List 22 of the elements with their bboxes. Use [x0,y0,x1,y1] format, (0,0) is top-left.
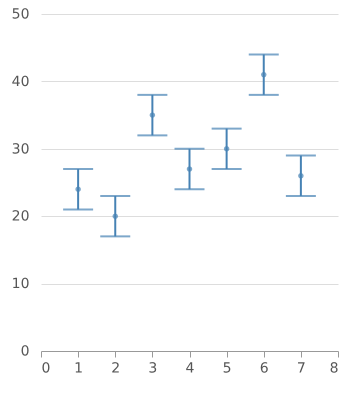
x-tick-label: 0 [42,360,50,376]
point [150,112,156,118]
x-tick-label: 5 [222,360,232,376]
x-tick-label: 6 [260,360,269,376]
x-tick-label: 4 [186,360,195,376]
point [75,186,81,192]
point [298,173,304,178]
y-tick-label: 10 [12,276,30,292]
x-tick-label: 8 [330,360,338,376]
x-tick-label: 7 [296,360,306,376]
y-tick-label: 0 [20,344,30,360]
y-tick-label: 50 [12,6,30,22]
point [224,146,230,152]
x-tick-label: 3 [148,360,158,376]
y-tick-label: 40 [12,74,30,90]
point [112,213,118,219]
y-tick-label: 20 [12,208,30,225]
point [261,72,266,78]
x-tick-label: 2 [111,360,120,376]
point [186,166,192,172]
x-tick-label: 1 [74,360,84,376]
y-tick-label: 30 [12,141,30,158]
